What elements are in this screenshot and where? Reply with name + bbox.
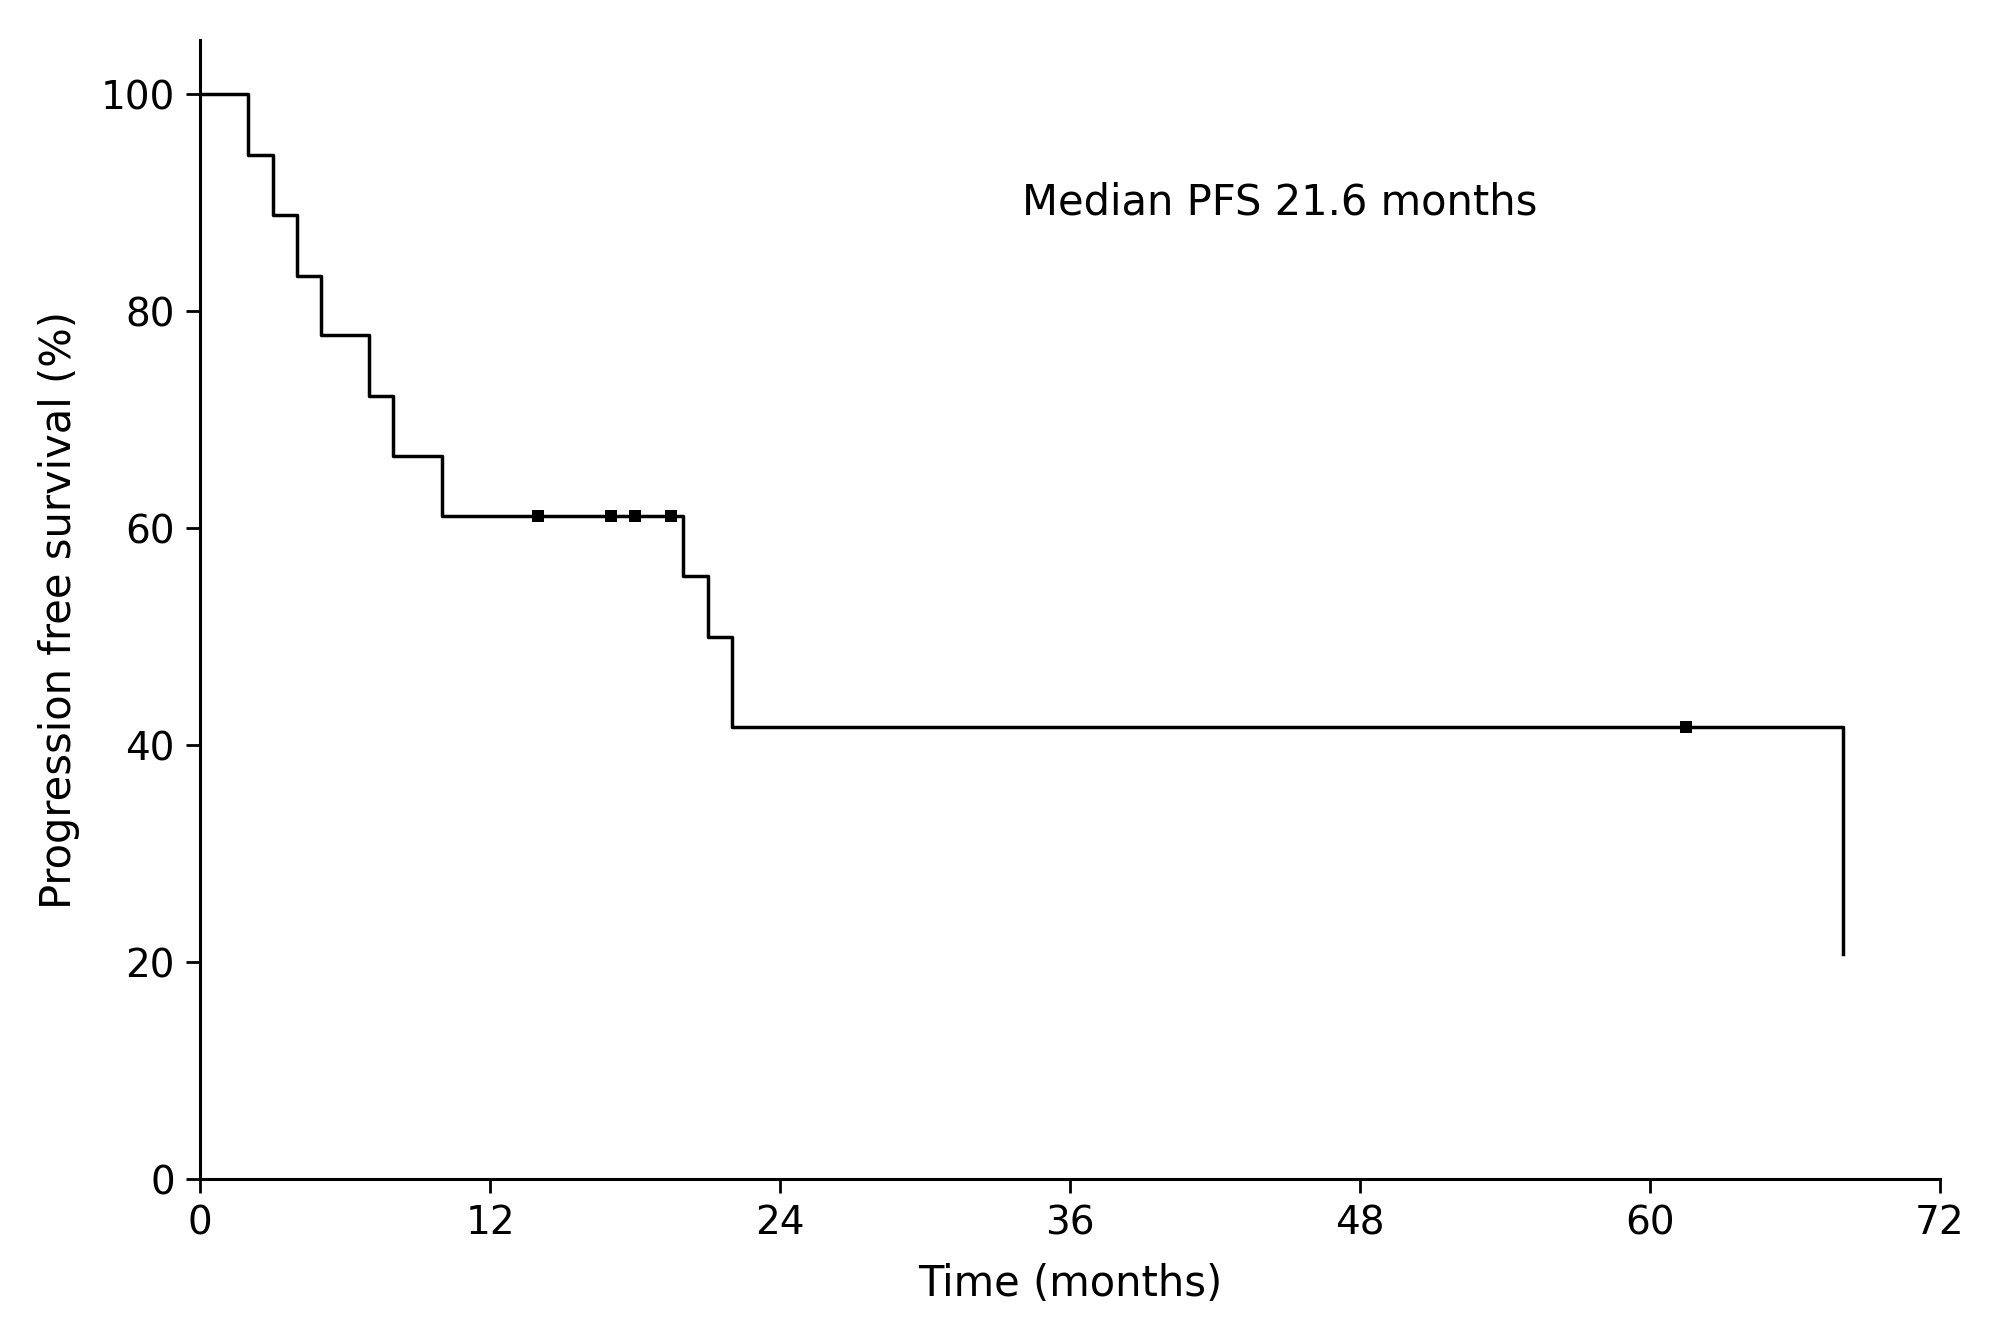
X-axis label: Time (months): Time (months) [918,1264,1222,1305]
Y-axis label: Progression free survival (%): Progression free survival (%) [38,311,80,909]
Text: Median PFS 21.6 months: Median PFS 21.6 months [1022,181,1538,224]
